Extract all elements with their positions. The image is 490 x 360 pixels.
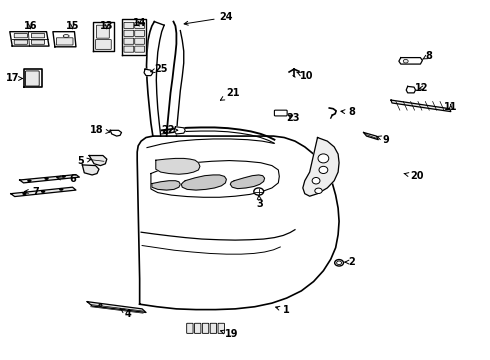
Text: 18: 18 [90, 125, 110, 135]
Ellipse shape [403, 59, 408, 63]
Polygon shape [87, 302, 146, 312]
Text: 10: 10 [297, 71, 313, 81]
Polygon shape [110, 130, 122, 136]
Ellipse shape [63, 35, 69, 37]
Text: 14: 14 [133, 18, 147, 28]
FancyBboxPatch shape [14, 33, 27, 38]
Text: 6: 6 [57, 174, 76, 184]
Text: 12: 12 [415, 83, 428, 93]
FancyBboxPatch shape [124, 46, 134, 52]
Text: 17: 17 [5, 73, 23, 84]
Polygon shape [156, 158, 200, 174]
Polygon shape [11, 187, 76, 197]
Text: 11: 11 [444, 102, 458, 112]
Text: 1: 1 [276, 305, 290, 315]
Ellipse shape [28, 180, 31, 181]
FancyBboxPatch shape [210, 323, 217, 333]
Ellipse shape [337, 261, 342, 265]
FancyBboxPatch shape [135, 22, 145, 28]
Text: 24: 24 [184, 12, 233, 25]
FancyBboxPatch shape [124, 22, 134, 28]
Polygon shape [399, 58, 422, 64]
Ellipse shape [335, 260, 343, 266]
Polygon shape [152, 181, 180, 190]
FancyBboxPatch shape [135, 46, 145, 52]
Text: 25: 25 [151, 64, 168, 74]
Text: 23: 23 [286, 113, 300, 123]
Polygon shape [364, 132, 378, 140]
Ellipse shape [23, 193, 26, 194]
Text: 19: 19 [220, 329, 238, 339]
Polygon shape [20, 175, 79, 183]
Polygon shape [10, 32, 49, 46]
Text: 4: 4 [120, 308, 132, 319]
Polygon shape [181, 175, 226, 190]
FancyBboxPatch shape [14, 40, 27, 44]
Text: 2: 2 [345, 257, 355, 267]
Polygon shape [53, 32, 76, 47]
FancyBboxPatch shape [135, 38, 145, 44]
Text: 7: 7 [24, 186, 39, 197]
FancyBboxPatch shape [56, 38, 73, 45]
Polygon shape [122, 19, 146, 55]
Polygon shape [174, 127, 185, 134]
FancyBboxPatch shape [31, 40, 45, 44]
Text: 5: 5 [77, 156, 91, 166]
Polygon shape [303, 138, 339, 196]
Ellipse shape [45, 178, 48, 179]
FancyBboxPatch shape [31, 33, 45, 38]
Text: 3: 3 [256, 195, 263, 210]
Ellipse shape [254, 188, 264, 195]
Ellipse shape [312, 177, 320, 184]
FancyBboxPatch shape [124, 38, 134, 44]
Ellipse shape [42, 191, 45, 192]
Ellipse shape [62, 176, 65, 177]
FancyBboxPatch shape [274, 110, 287, 116]
FancyBboxPatch shape [135, 30, 145, 36]
Polygon shape [391, 100, 451, 112]
Text: 21: 21 [220, 88, 240, 100]
Polygon shape [93, 22, 114, 51]
Polygon shape [406, 86, 416, 93]
FancyBboxPatch shape [202, 323, 209, 333]
Text: 15: 15 [66, 21, 79, 31]
FancyBboxPatch shape [195, 323, 201, 333]
FancyBboxPatch shape [96, 40, 111, 49]
Ellipse shape [318, 154, 329, 163]
Text: 8: 8 [422, 51, 432, 61]
Polygon shape [230, 175, 265, 189]
Polygon shape [89, 156, 107, 166]
Ellipse shape [60, 189, 63, 190]
Text: 13: 13 [100, 21, 114, 31]
FancyBboxPatch shape [97, 25, 109, 38]
Text: 22: 22 [161, 125, 178, 135]
Text: 8: 8 [341, 107, 355, 117]
Ellipse shape [319, 166, 328, 174]
FancyBboxPatch shape [25, 71, 39, 86]
Polygon shape [144, 69, 153, 76]
Text: 9: 9 [377, 135, 390, 145]
Polygon shape [82, 165, 99, 175]
Polygon shape [24, 69, 42, 87]
Text: 16: 16 [24, 21, 37, 31]
Ellipse shape [315, 188, 322, 194]
FancyBboxPatch shape [218, 323, 224, 333]
Text: 20: 20 [404, 171, 423, 181]
FancyBboxPatch shape [124, 30, 134, 36]
FancyBboxPatch shape [187, 323, 193, 333]
